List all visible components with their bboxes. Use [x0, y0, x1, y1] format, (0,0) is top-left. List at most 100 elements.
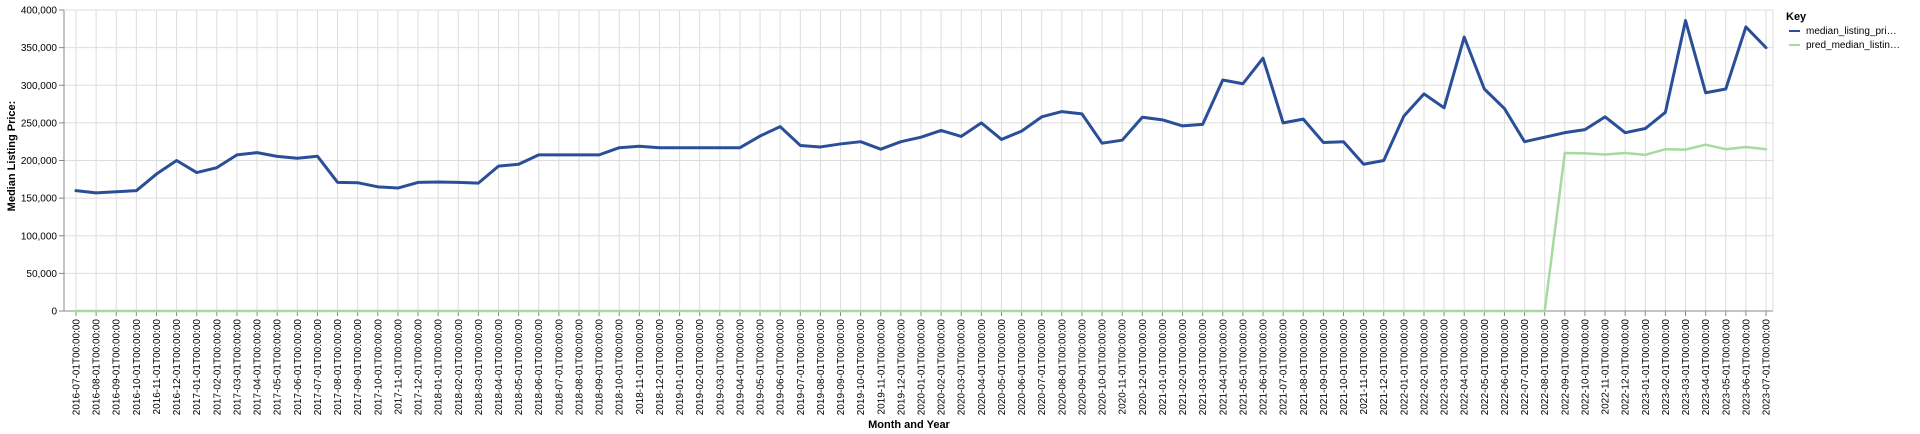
y-tick-label: 400,000: [21, 6, 58, 17]
x-tick-label: 2020-03-01T00:00:00: [957, 319, 968, 416]
x-tick-label: 2016-11-01T00:00:00: [152, 319, 163, 415]
x-tick-label: 2017-11-01T00:00:00: [393, 319, 404, 415]
y-tick-label: 250,000: [21, 118, 58, 129]
x-tick-label: 2019-05-01T00:00:00: [756, 319, 767, 416]
x-tick-label: 2021-10-01T00:00:00: [1339, 319, 1350, 416]
x-tick-label: 2019-06-01T00:00:00: [776, 319, 787, 416]
x-tick-label: 2020-08-01T00:00:00: [1057, 319, 1068, 416]
x-tick-label: 2022-03-01T00:00:00: [1440, 319, 1451, 416]
x-tick-label: 2018-04-01T00:00:00: [494, 319, 505, 416]
x-tick-label: 2022-01-01T00:00:00: [1399, 319, 1410, 416]
x-tick-label: 2019-11-01T00:00:00: [876, 319, 887, 415]
x-tick-label: 2017-08-01T00:00:00: [333, 319, 344, 416]
series-lines: [74, 19, 1768, 313]
x-tick-label: 2020-12-01T00:00:00: [1138, 319, 1149, 416]
x-tick-label: 2017-05-01T00:00:00: [273, 319, 284, 416]
x-tick-label: 2021-05-01T00:00:00: [1238, 319, 1249, 416]
x-axis-title: Month and Year: [868, 419, 950, 431]
x-tick-label: 2019-08-01T00:00:00: [816, 319, 827, 416]
x-tick-label: 2020-04-01T00:00:00: [977, 319, 988, 416]
x-tick-label: 2023-02-01T00:00:00: [1661, 319, 1672, 416]
x-tick-label: 2017-06-01T00:00:00: [293, 319, 304, 416]
x-tick-label: 2018-02-01T00:00:00: [454, 319, 465, 416]
series-line-median-listing-price: [74, 19, 1768, 195]
x-tick-label: 2018-11-01T00:00:00: [635, 319, 646, 415]
x-tick-label: 2016-07-01T00:00:00: [72, 319, 83, 416]
x-tick-label: 2023-07-01T00:00:00: [1762, 319, 1773, 416]
x-tick-label: 2021-11-01T00:00:00: [1359, 319, 1370, 415]
x-tick-label: 2016-10-01T00:00:00: [132, 319, 143, 416]
x-tick-label: 2020-06-01T00:00:00: [1017, 319, 1028, 416]
x-tick-label: 2021-12-01T00:00:00: [1379, 319, 1390, 416]
x-tick-label: 2017-09-01T00:00:00: [353, 319, 364, 416]
x-tick-label: 2023-01-01T00:00:00: [1641, 319, 1652, 416]
x-tick-label: 2021-07-01T00:00:00: [1279, 319, 1290, 416]
series-line-pred-median-listing-price: [74, 143, 1768, 313]
x-tick-label: 2021-04-01T00:00:00: [1218, 319, 1229, 416]
x-tick-label: 2016-08-01T00:00:00: [92, 319, 103, 416]
x-tick-label: 2018-01-01T00:00:00: [434, 319, 445, 416]
x-tick-label: 2022-12-01T00:00:00: [1621, 319, 1632, 416]
x-tick-label: 2017-04-01T00:00:00: [253, 319, 264, 416]
x-tick-label: 2020-10-01T00:00:00: [1098, 319, 1109, 416]
x-tick-label: 2022-07-01T00:00:00: [1520, 319, 1531, 416]
y-axis-title: Median Listing Price:: [6, 101, 18, 212]
x-tick-label: 2021-01-01T00:00:00: [1158, 319, 1169, 416]
x-tick-label: 2023-06-01T00:00:00: [1741, 319, 1752, 416]
x-tick-label: 2018-12-01T00:00:00: [655, 319, 666, 416]
x-tick-label: 2022-08-01T00:00:00: [1540, 319, 1551, 416]
x-tick-label: 2017-02-01T00:00:00: [212, 319, 223, 416]
x-tick-label: 2023-05-01T00:00:00: [1721, 319, 1732, 416]
y-tick-label: 300,000: [21, 81, 58, 92]
y-tick-label: 100,000: [21, 231, 58, 242]
x-tick-label: 2019-04-01T00:00:00: [735, 319, 746, 416]
x-tick-label: 2017-03-01T00:00:00: [232, 319, 243, 416]
x-tick-label: 2020-05-01T00:00:00: [997, 319, 1008, 416]
x-tick-label: 2020-02-01T00:00:00: [937, 319, 948, 416]
x-tick-label: 2018-07-01T00:00:00: [554, 319, 565, 416]
x-tick-label: 2023-03-01T00:00:00: [1681, 319, 1692, 416]
y-axis-ticks: 0 50,000 100,000 150,000 200,000 250,000 300,0…: [21, 6, 64, 318]
x-tick-label: 2018-05-01T00:00:00: [514, 319, 525, 416]
legend-label: pred_median_listin…: [1806, 40, 1900, 51]
y-tick-label: 50,000: [26, 269, 57, 280]
x-tick-label: 2022-11-01T00:00:00: [1601, 319, 1612, 415]
x-tick-label: 2021-09-01T00:00:00: [1319, 319, 1330, 416]
x-tick-label: 2022-10-01T00:00:00: [1580, 319, 1591, 416]
x-tick-label: 2022-09-01T00:00:00: [1560, 319, 1571, 416]
y-tick-label: 150,000: [21, 194, 58, 205]
x-tick-label: 2018-06-01T00:00:00: [534, 319, 545, 416]
legend: Key median_listing_pri… pred_median_listi…: [1786, 11, 1900, 51]
x-tick-label: 2019-03-01T00:00:00: [715, 319, 726, 416]
x-tick-label: 2017-01-01T00:00:00: [192, 319, 203, 416]
x-tick-label: 2018-10-01T00:00:00: [615, 319, 626, 416]
x-tick-label: 2022-02-01T00:00:00: [1419, 319, 1430, 416]
y-tick-label: 0: [51, 307, 57, 318]
x-tick-label: 2020-09-01T00:00:00: [1077, 319, 1088, 416]
x-tick-label: 2020-07-01T00:00:00: [1037, 319, 1048, 416]
legend-label: median_listing_pri…: [1806, 26, 1897, 37]
x-tick-label: 2019-10-01T00:00:00: [856, 319, 867, 416]
x-axis-ticks: 2016-07-01T00:00:00 2016-08-01T00:00:00 20…: [72, 311, 1773, 415]
y-tick-label: 350,000: [21, 43, 58, 54]
x-tick-label: 2020-01-01T00:00:00: [917, 319, 928, 416]
x-tick-label: 2019-07-01T00:00:00: [796, 319, 807, 416]
x-tick-label: 2020-11-01T00:00:00: [1118, 319, 1129, 415]
x-tick-label: 2021-03-01T00:00:00: [1198, 319, 1209, 416]
x-tick-label: 2022-04-01T00:00:00: [1460, 319, 1471, 416]
x-tick-label: 2017-10-01T00:00:00: [373, 319, 384, 416]
x-tick-label: 2016-12-01T00:00:00: [172, 319, 183, 416]
x-tick-label: 2021-06-01T00:00:00: [1259, 319, 1270, 416]
x-tick-label: 2023-04-01T00:00:00: [1701, 319, 1712, 416]
x-tick-label: 2021-02-01T00:00:00: [1178, 319, 1189, 416]
x-tick-label: 2018-08-01T00:00:00: [574, 319, 585, 416]
x-tick-label: 2017-12-01T00:00:00: [414, 319, 425, 416]
x-tick-label: 2016-09-01T00:00:00: [112, 319, 123, 416]
x-tick-label: 2017-07-01T00:00:00: [313, 319, 324, 416]
x-tick-label: 2018-09-01T00:00:00: [595, 319, 606, 416]
y-tick-label: 200,000: [21, 156, 58, 167]
x-tick-label: 2022-06-01T00:00:00: [1500, 319, 1511, 416]
x-tick-label: 2019-02-01T00:00:00: [695, 319, 706, 416]
x-tick-label: 2022-05-01T00:00:00: [1480, 319, 1491, 416]
x-tick-label: 2019-09-01T00:00:00: [836, 319, 847, 416]
